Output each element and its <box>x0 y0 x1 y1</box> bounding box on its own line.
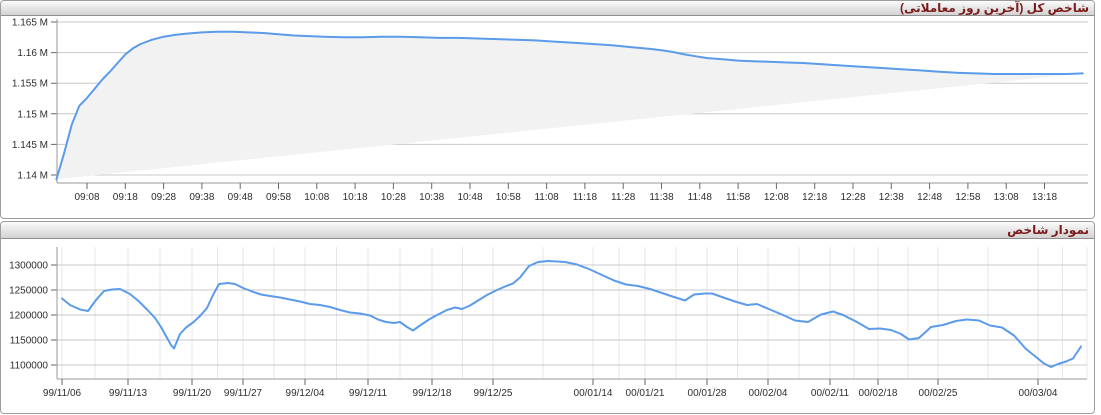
x-axis-label: 10:28 <box>381 192 406 203</box>
x-axis-label: 99/11/06 <box>43 388 82 399</box>
x-axis-label: 12:18 <box>802 192 827 203</box>
intraday-index-panel: شاخص کل (آخرین روز معاملاتی) 1.165 M 1.16… <box>0 0 1095 219</box>
x-axis-label: 99/12/04 <box>286 388 325 399</box>
x-axis-label: 12:38 <box>879 192 904 203</box>
x-axis-label: 09:08 <box>74 192 99 203</box>
y-axis-label: 1.165 M <box>12 18 48 29</box>
x-axis-label: 00/02/25 <box>919 388 958 399</box>
x-axis-label: 12:28 <box>840 192 865 203</box>
x-axis-label: 11:38 <box>649 192 674 203</box>
x-axis-label: 11:58 <box>726 192 751 203</box>
x-axis-label: 10:08 <box>304 192 329 203</box>
x-axis-label: 00/03/04 <box>1019 388 1058 399</box>
intraday-chart-svg[interactable]: 1.165 M 1.16 M 1.155 M 1.15 M 1.145 M 1.14 M 0… <box>1 16 1094 218</box>
x-axis-label: 09:38 <box>189 192 214 203</box>
x-axis-label: 09:58 <box>266 192 291 203</box>
x-axis-label: 09:48 <box>228 192 253 203</box>
x-axis-label: 09:28 <box>151 192 176 203</box>
x-axis-label: 99/11/20 <box>173 388 212 399</box>
x-axis-label: 10:38 <box>419 192 444 203</box>
x-axis-label: 11:48 <box>688 192 713 203</box>
series-line <box>61 260 1082 368</box>
y-axis-label: 1.16 M <box>17 48 48 59</box>
index-history-panel: نمودار شاخص 1300000 1250000 1200000 1150000… <box>0 221 1095 414</box>
x-axis-label: 00/01/28 <box>688 388 727 399</box>
series-line <box>55 30 1084 181</box>
history-chart-svg[interactable]: 1300000 1250000 1200000 1150000 1100000 99/11… <box>1 239 1094 413</box>
x-axis-label: 13:08 <box>994 192 1019 203</box>
x-axis-label: 11:28 <box>611 192 636 203</box>
x-axis-label: 09:18 <box>113 192 138 203</box>
series-area-fill <box>56 31 1083 180</box>
y-axis-label: 1.145 M <box>12 140 48 151</box>
x-axis-label: 99/11/27 <box>224 388 263 399</box>
x-axis-label: 10:48 <box>457 192 482 203</box>
x-axis-label: 00/02/18 <box>859 388 898 399</box>
x-axis-label: 13:18 <box>1032 192 1057 203</box>
x-axis-label: 12:48 <box>917 192 942 203</box>
x-axis-label: 00/02/11 <box>811 388 850 399</box>
x-axis-label: 99/12/11 <box>349 388 388 399</box>
x-axis-label: 99/12/18 <box>413 388 452 399</box>
x-axis-label: 99/12/25 <box>474 388 513 399</box>
x-axis-label: 00/01/14 <box>574 388 613 399</box>
y-axis-label: 1.14 M <box>17 171 48 182</box>
x-axis-label: 12:58 <box>955 192 980 203</box>
intraday-panel-title: شاخص کل (آخرین روز معاملاتی) <box>899 1 1089 15</box>
y-axis-label: 1.15 M <box>17 109 48 120</box>
y-axis-label: 1.155 M <box>12 79 48 90</box>
history-panel-header: نمودار شاخص <box>1 222 1094 239</box>
y-axis-label: 1200000 <box>9 311 48 322</box>
y-axis-label: 1150000 <box>10 336 49 347</box>
y-axis-label: 1100000 <box>10 361 49 372</box>
history-panel-title: نمودار شاخص <box>1007 223 1089 237</box>
x-axis-label: 00/01/21 <box>626 388 665 399</box>
x-axis-label: 10:58 <box>496 192 521 203</box>
x-axis-label: 11:08 <box>534 192 559 203</box>
y-axis-label: 1300000 <box>9 261 48 272</box>
history-chart-area: 1300000 1250000 1200000 1150000 1100000 99/11… <box>1 239 1094 413</box>
intraday-panel-header: شاخص کل (آخرین روز معاملاتی) <box>1 1 1094 16</box>
x-axis-label: 12:08 <box>764 192 789 203</box>
intraday-chart-area: 1.165 M 1.16 M 1.155 M 1.15 M 1.145 M 1.14 M 0… <box>1 16 1094 218</box>
x-axis-label: 10:18 <box>343 192 368 203</box>
x-axis-label: 00/02/04 <box>749 388 788 399</box>
x-axis-label: 99/11/13 <box>109 388 148 399</box>
x-axis-label: 11:18 <box>573 192 598 203</box>
y-axis-label: 1250000 <box>9 286 48 297</box>
